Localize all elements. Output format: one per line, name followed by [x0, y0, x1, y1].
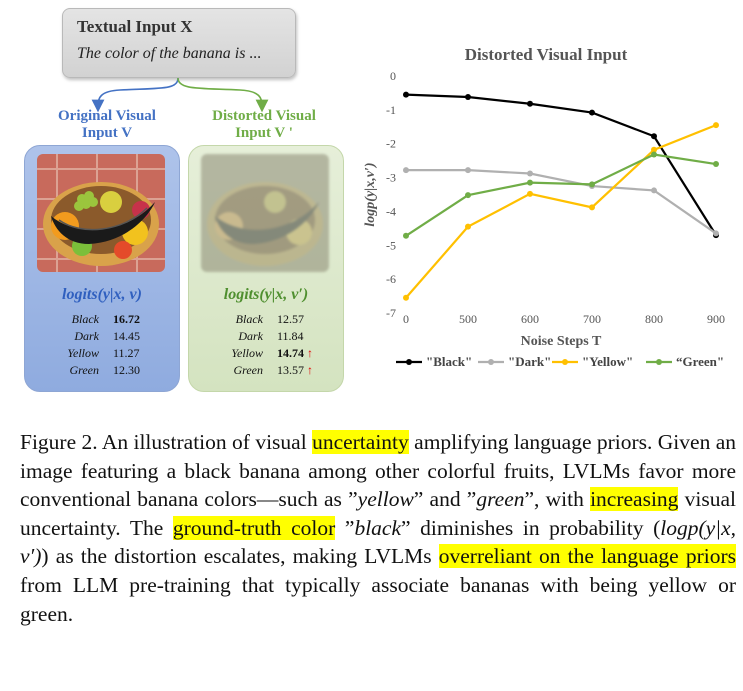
- highlight: increasing: [590, 487, 679, 512]
- y-tick-label: -5: [386, 238, 396, 252]
- data-point: [527, 179, 533, 186]
- y-tick-label: -3: [386, 171, 396, 185]
- highlight: overreliant on the language priors: [438, 544, 736, 569]
- data-point: [403, 167, 409, 174]
- logit-row: Yellow 14.74 ↑: [231, 346, 313, 360]
- series-line: [405, 153, 717, 237]
- x-tick-label: 500: [459, 312, 477, 326]
- logit-row: Green 12.30: [69, 363, 140, 377]
- series-line: [405, 93, 717, 236]
- data-point: [403, 232, 409, 239]
- arrow-to-original: [91, 77, 179, 113]
- x-tick-label: 0: [403, 312, 409, 326]
- data-point: [465, 93, 471, 100]
- y-tick-label: -4: [386, 204, 396, 218]
- original-visual-panel: logits(y|x, v) Black 16.72 Dark 14.45 Yell…: [24, 145, 180, 392]
- data-point: [713, 122, 719, 129]
- chart-title: Distorted Visual Input: [465, 45, 628, 64]
- data-point: [589, 204, 595, 211]
- y-tick-label: -6: [386, 272, 396, 286]
- original-logits-table: Black 16.72 Dark 14.45 Yellow 11.27 Green 12…: [55, 312, 140, 380]
- x-tick-label: 700: [583, 312, 601, 326]
- up-arrow-icon: ↑: [307, 346, 313, 360]
- distorted-fruit-bowl-image: [201, 154, 329, 272]
- data-point: [651, 146, 657, 153]
- y-axis-label: logp(y|x,v′): [363, 162, 378, 226]
- data-point: [589, 109, 595, 116]
- data-point: [651, 151, 657, 158]
- legend-marker: [406, 359, 412, 365]
- original-visual-heading: Original Visual Input V: [58, 108, 156, 141]
- original-logits-title: logits(y|x, v): [62, 286, 142, 303]
- logit-row: Yellow 11.27: [67, 346, 140, 360]
- y-tick-label: -1: [386, 103, 396, 117]
- legend-label: "Yellow": [582, 354, 633, 369]
- data-point: [403, 91, 409, 98]
- noise-line-chart: Distorted Visual Input 0 -1 -2 -3 -4 -5 -6 -7 0 50…: [363, 45, 725, 369]
- x-tick-label: 900: [707, 312, 725, 326]
- logit-row: Black 12.57: [235, 312, 304, 326]
- data-point: [465, 223, 471, 230]
- distorted-logits-table: Black 12.57 Dark 11.84 Yellow 14.74 ↑ Green…: [219, 312, 313, 380]
- data-point: [651, 133, 657, 140]
- logit-row: Dark 11.84: [238, 329, 304, 343]
- textual-input-box: Textual Input X The color of the banana …: [62, 8, 296, 78]
- legend-marker: [656, 359, 662, 365]
- data-point: [465, 167, 471, 174]
- arrow-to-distorted: [177, 77, 269, 113]
- series-line: [405, 124, 717, 299]
- logit-row: Dark 14.45: [74, 329, 140, 343]
- up-arrow-icon: ↑: [307, 363, 313, 377]
- logit-row: Black 16.72: [71, 312, 140, 326]
- y-tick-label: 0: [390, 69, 396, 83]
- input-arrows: [91, 77, 269, 113]
- textual-input-title: Textual Input X: [77, 17, 193, 36]
- data-point: [713, 230, 719, 237]
- data-point: [403, 294, 409, 301]
- x-tick-label: 800: [645, 312, 663, 326]
- y-tick-label: -7: [386, 306, 396, 320]
- data-point: [527, 170, 533, 177]
- data-point: [589, 181, 595, 188]
- series-line: [406, 169, 717, 235]
- figure-caption: Figure 2. An illustration of visual unce…: [20, 430, 736, 626]
- data-point: [465, 192, 471, 199]
- y-tick-label: -2: [386, 137, 396, 151]
- x-axis-label: Noise Steps T: [521, 334, 602, 349]
- highlight: uncertainty: [312, 430, 409, 454]
- highlight: ground-truth color: [172, 515, 336, 540]
- logit-row: Green 13.57 ↑: [233, 363, 313, 377]
- legend-marker: [562, 359, 568, 365]
- legend-marker: [488, 359, 494, 365]
- data-point: [527, 190, 533, 197]
- data-point: [651, 187, 657, 194]
- distorted-visual-heading: Distorted Visual Input V ': [212, 108, 316, 141]
- data-point: [527, 100, 533, 107]
- data-point: [713, 161, 719, 168]
- distorted-visual-panel: logits(y|x, v′) Black 12.57 Dark 11.84 Yel…: [188, 145, 344, 392]
- fruit-bowl-image: [37, 154, 165, 272]
- legend-label: "Black": [426, 354, 472, 369]
- textual-input-sentence: The color of the banana is ...: [77, 45, 262, 62]
- legend-label: “Green": [676, 354, 724, 369]
- distorted-logits-title: logits(y|x, v′): [223, 286, 309, 303]
- legend-label: "Dark": [508, 354, 551, 369]
- x-tick-label: 600: [521, 312, 539, 326]
